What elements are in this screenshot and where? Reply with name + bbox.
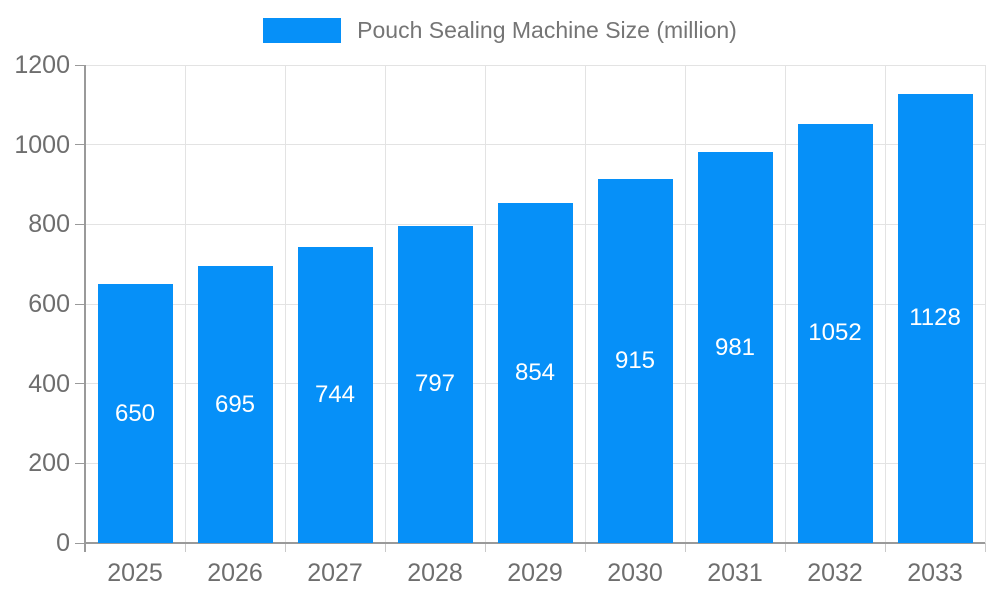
x-tick [984, 543, 986, 552]
y-tick [75, 144, 85, 146]
x-gridline [584, 65, 586, 543]
y-axis-label: 600 [28, 290, 70, 318]
bar-2027: 744 [297, 246, 373, 543]
bar-value-label: 981 [714, 333, 756, 361]
x-axis-label: 2025 [107, 559, 163, 587]
x-axis-label: 2032 [807, 559, 863, 587]
x-axis-label: 2030 [607, 559, 663, 587]
x-gridline [984, 65, 986, 543]
bar-value-label: 695 [214, 390, 256, 418]
y-tick [75, 462, 85, 464]
x-gridline [484, 65, 486, 543]
bar-2028: 797 [397, 225, 473, 543]
x-axis-label: 2031 [707, 559, 763, 587]
y-tick [75, 223, 85, 225]
y-axis-label: 200 [28, 449, 70, 478]
bar-2033: 1128 [897, 93, 973, 543]
y-gridline [85, 64, 985, 66]
bar-2025: 650 [97, 284, 173, 543]
bar-value-label: 797 [414, 370, 456, 398]
x-tick [884, 543, 886, 552]
bar-value-label: 854 [514, 358, 556, 386]
y-tick [75, 64, 85, 66]
x-axis-label: 2028 [407, 559, 463, 587]
bar-2032: 1052 [797, 123, 873, 543]
x-tick [384, 543, 386, 552]
bar-value-label: 1052 [808, 319, 862, 347]
x-axis-label: 2026 [207, 559, 263, 587]
bar-value-label: 744 [314, 380, 356, 408]
x-gridline [684, 65, 686, 543]
bar-2029: 854 [497, 202, 573, 543]
y-axis-label: 1000 [14, 130, 70, 159]
x-gridline [284, 65, 286, 543]
x-axis-label: 2027 [307, 559, 363, 587]
bar-value-label: 915 [614, 346, 656, 374]
x-tick [484, 543, 486, 552]
bar-value-label: 650 [114, 399, 156, 427]
x-gridline [784, 65, 786, 543]
legend-swatch [263, 18, 342, 43]
y-tick [75, 383, 85, 385]
x-tick [184, 543, 186, 552]
x-axis-label: 2029 [507, 559, 563, 587]
x-gridline [384, 65, 386, 543]
x-tick [784, 543, 786, 552]
legend-label: Pouch Sealing Machine Size (million) [357, 17, 737, 43]
y-axis-label: 0 [56, 529, 70, 557]
x-gridline [884, 65, 886, 543]
x-gridline [184, 65, 186, 543]
x-tick [284, 543, 286, 552]
y-axis-label: 400 [28, 369, 70, 398]
x-tick [584, 543, 586, 552]
bar-2031: 981 [697, 152, 773, 543]
bar-value-label: 1128 [909, 304, 961, 332]
bar-2026: 695 [197, 266, 273, 543]
y-tick [75, 303, 85, 305]
x-axis-line [85, 542, 985, 544]
y-axis-label: 800 [28, 210, 70, 239]
bar-2030: 915 [597, 178, 673, 543]
y-gridline [85, 144, 985, 146]
y-tick [75, 542, 85, 544]
x-tick [684, 543, 686, 552]
y-axis-line [84, 65, 86, 552]
x-axis-label: 2033 [907, 559, 963, 587]
y-axis-label: 1200 [14, 51, 70, 79]
legend: Pouch Sealing Machine Size (million) [0, 17, 1000, 44]
